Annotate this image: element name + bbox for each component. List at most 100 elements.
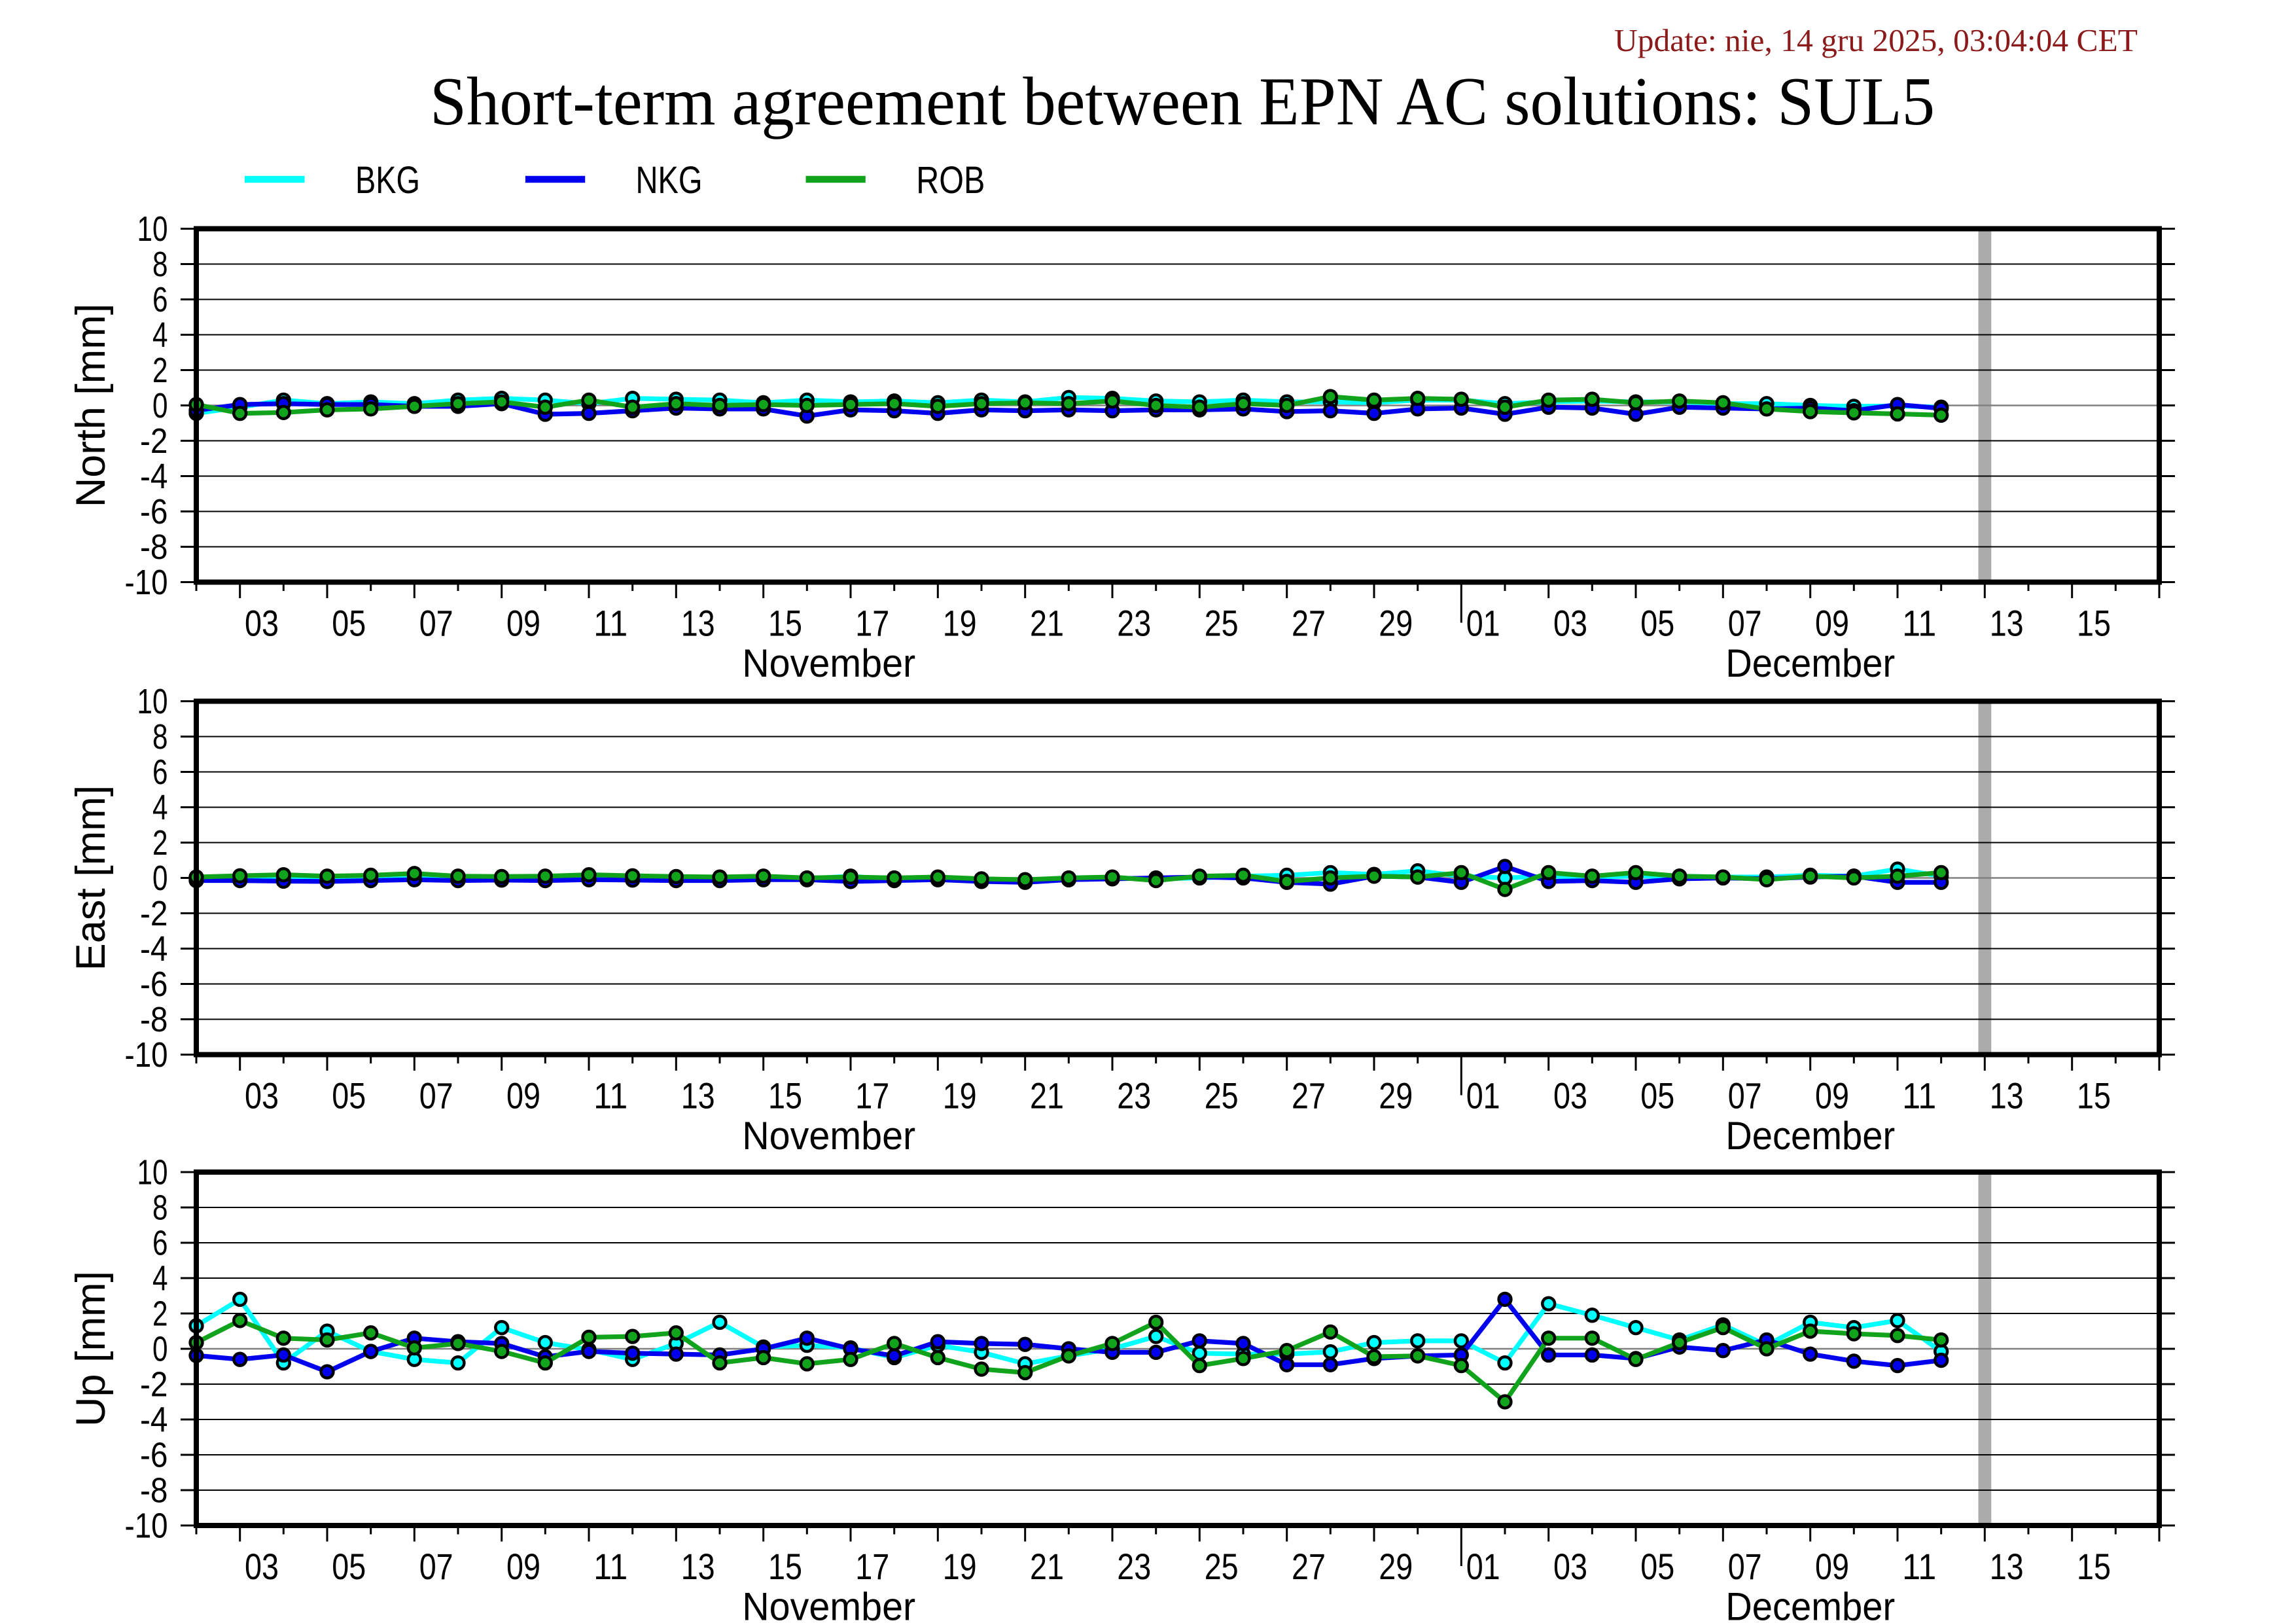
svg-text:09: 09 <box>506 602 540 643</box>
svg-text:4: 4 <box>152 1259 168 1298</box>
svg-text:03: 03 <box>245 1546 279 1587</box>
svg-text:07: 07 <box>1728 602 1762 643</box>
svg-text:23: 23 <box>1117 602 1151 643</box>
svg-text:17: 17 <box>855 602 889 643</box>
svg-text:-2: -2 <box>140 421 168 461</box>
svg-text:01: 01 <box>1466 1075 1500 1116</box>
svg-text:13: 13 <box>1990 1546 2024 1587</box>
svg-text:BKG: BKG <box>355 159 420 202</box>
svg-text:27: 27 <box>1292 1075 1326 1116</box>
svg-text:05: 05 <box>332 1075 366 1116</box>
svg-text:07: 07 <box>1728 1546 1762 1587</box>
svg-text:NKG: NKG <box>636 159 703 202</box>
svg-text:19: 19 <box>943 1075 977 1116</box>
svg-text:4: 4 <box>152 788 168 827</box>
svg-text:Short-term agreement between E: Short-term agreement between EPN AC solu… <box>430 63 1935 139</box>
svg-text:10: 10 <box>137 1153 168 1192</box>
svg-text:19: 19 <box>943 1546 977 1587</box>
svg-text:03: 03 <box>245 602 279 643</box>
svg-text:13: 13 <box>1990 1075 2024 1116</box>
svg-text:15: 15 <box>2077 1546 2111 1587</box>
svg-text:13: 13 <box>681 1075 715 1116</box>
svg-text:-4: -4 <box>140 929 168 969</box>
svg-text:6: 6 <box>152 1224 168 1263</box>
svg-text:29: 29 <box>1379 1075 1413 1116</box>
svg-text:-10: -10 <box>125 1507 168 1546</box>
svg-text:05: 05 <box>1640 602 1674 643</box>
svg-text:07: 07 <box>1728 1075 1762 1116</box>
svg-text:05: 05 <box>1640 1075 1674 1116</box>
svg-text:December: December <box>1725 641 1895 685</box>
svg-text:November: November <box>742 641 915 685</box>
svg-text:03: 03 <box>1553 1075 1587 1116</box>
svg-text:25: 25 <box>1205 602 1239 643</box>
svg-text:-4: -4 <box>140 457 168 496</box>
svg-text:01: 01 <box>1466 1546 1500 1587</box>
svg-text:East [mm]: East [mm] <box>68 785 114 971</box>
svg-text:15: 15 <box>2077 1075 2111 1116</box>
svg-text:09: 09 <box>506 1546 540 1587</box>
svg-text:-6: -6 <box>140 492 168 531</box>
svg-text:15: 15 <box>768 1075 802 1116</box>
svg-text:December: December <box>1725 1585 1895 1623</box>
svg-text:09: 09 <box>1815 602 1849 643</box>
svg-text:01: 01 <box>1466 602 1500 643</box>
svg-text:07: 07 <box>419 602 453 643</box>
svg-text:Update: nie, 14 gru 2025, 03:0: Update: nie, 14 gru 2025, 03:04:04 CET <box>1614 22 2138 58</box>
svg-text:10: 10 <box>137 682 168 721</box>
svg-text:-6: -6 <box>140 1436 168 1475</box>
svg-text:8: 8 <box>152 717 168 757</box>
svg-text:09: 09 <box>1815 1546 1849 1587</box>
svg-text:13: 13 <box>1990 602 2024 643</box>
svg-text:05: 05 <box>332 1546 366 1587</box>
svg-text:2: 2 <box>152 1294 168 1334</box>
svg-text:21: 21 <box>1030 1075 1064 1116</box>
svg-text:03: 03 <box>1553 602 1587 643</box>
svg-text:25: 25 <box>1205 1075 1239 1116</box>
svg-text:07: 07 <box>419 1075 453 1116</box>
svg-text:03: 03 <box>1553 1546 1587 1587</box>
svg-text:25: 25 <box>1205 1546 1239 1587</box>
svg-text:4: 4 <box>152 315 168 355</box>
svg-text:27: 27 <box>1292 1546 1326 1587</box>
svg-text:8: 8 <box>152 245 168 284</box>
svg-text:0: 0 <box>152 1330 168 1369</box>
svg-text:-8: -8 <box>140 1000 168 1039</box>
svg-text:09: 09 <box>1815 1075 1849 1116</box>
svg-text:23: 23 <box>1117 1075 1151 1116</box>
svg-text:11: 11 <box>593 1546 627 1587</box>
svg-text:6: 6 <box>152 280 168 319</box>
svg-text:13: 13 <box>681 602 715 643</box>
svg-text:-2: -2 <box>140 1365 168 1404</box>
svg-text:0: 0 <box>152 859 168 898</box>
svg-text:15: 15 <box>768 1546 802 1587</box>
svg-text:-4: -4 <box>140 1400 168 1440</box>
svg-text:6: 6 <box>152 753 168 792</box>
svg-text:10: 10 <box>137 209 168 249</box>
svg-text:09: 09 <box>506 1075 540 1116</box>
svg-text:0: 0 <box>152 386 168 425</box>
svg-text:17: 17 <box>855 1546 889 1587</box>
svg-text:03: 03 <box>245 1075 279 1116</box>
svg-text:15: 15 <box>768 602 802 643</box>
svg-text:ROB: ROB <box>916 159 985 202</box>
svg-text:21: 21 <box>1030 1546 1064 1587</box>
svg-text:2: 2 <box>152 823 168 863</box>
svg-text:December: December <box>1725 1114 1895 1158</box>
svg-text:27: 27 <box>1292 602 1326 643</box>
svg-text:8: 8 <box>152 1188 168 1228</box>
svg-text:November: November <box>742 1585 915 1623</box>
svg-text:19: 19 <box>943 602 977 643</box>
svg-text:-2: -2 <box>140 894 168 933</box>
svg-text:11: 11 <box>593 1075 627 1116</box>
svg-text:-8: -8 <box>140 527 168 567</box>
svg-text:11: 11 <box>1902 1075 1936 1116</box>
svg-text:-10: -10 <box>125 563 168 602</box>
svg-text:23: 23 <box>1117 1546 1151 1587</box>
svg-text:05: 05 <box>1640 1546 1674 1587</box>
svg-text:07: 07 <box>419 1546 453 1587</box>
svg-text:15: 15 <box>2077 602 2111 643</box>
svg-text:November: November <box>742 1114 915 1158</box>
svg-text:11: 11 <box>1902 1546 1936 1587</box>
svg-text:21: 21 <box>1030 602 1064 643</box>
